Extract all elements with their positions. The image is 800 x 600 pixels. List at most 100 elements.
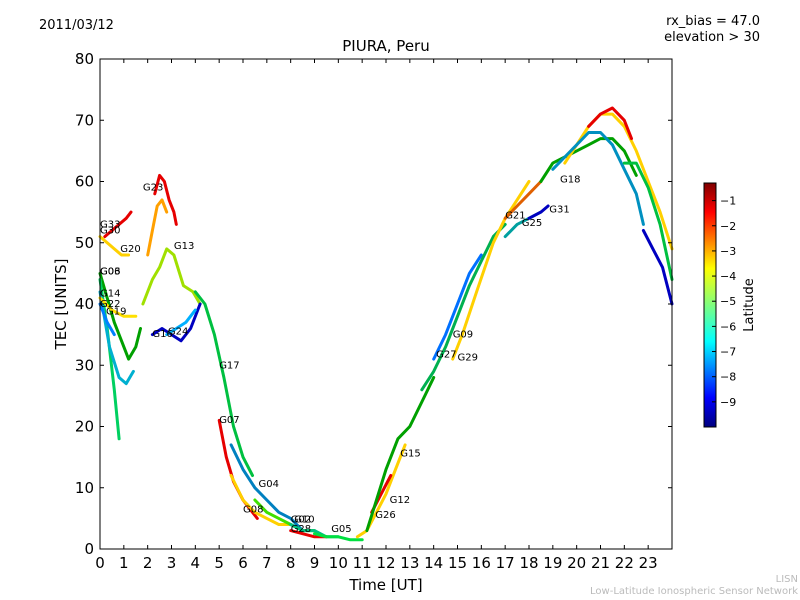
series-track-32 — [587, 106, 633, 141]
sat-label-g26: G26 — [375, 510, 395, 521]
series-g27 — [432, 253, 483, 361]
colorbar-tick-label: −7 — [720, 346, 736, 359]
series-g16 — [150, 302, 202, 343]
colorbar-tick-label: −6 — [720, 320, 736, 333]
sat-label-g03: G03 — [100, 267, 120, 278]
date-label: 2011/03/12 — [39, 18, 114, 33]
colorbar-tick-label: −2 — [720, 220, 736, 233]
x-tick-label: 23 — [639, 554, 658, 572]
x-tick-label: 21 — [591, 554, 610, 572]
series-g31 — [527, 204, 550, 220]
sat-label-g27: G27 — [436, 349, 456, 360]
x-tick-label: 0 — [95, 554, 105, 572]
y-tick-label: 40 — [75, 295, 94, 313]
series-g15 — [365, 376, 436, 533]
x-tick-label: 2 — [143, 554, 153, 572]
series-g29 — [451, 180, 531, 361]
colorbar-ticks: −1 −2 −3 −4 −5 −6 −7 −8 −9 — [712, 195, 736, 409]
colorbar-tick-label: −8 — [720, 371, 736, 384]
x-tick-label: 9 — [310, 554, 320, 572]
y-tick-label: 80 — [75, 50, 94, 68]
sat-label-g33: G33 — [100, 219, 120, 230]
x-tick-label: 5 — [214, 554, 224, 572]
x-tick-label: 4 — [191, 554, 201, 572]
sat-label-g19: G19 — [106, 306, 126, 317]
sat-label-g23: G23 — [143, 183, 163, 194]
x-tick-label: 1 — [119, 554, 129, 572]
series-g20 — [146, 198, 169, 257]
x-tick-label: 3 — [167, 554, 177, 572]
series-layer — [98, 106, 674, 542]
sat-label-g18: G18 — [560, 175, 580, 186]
series-g14 — [98, 290, 135, 386]
x-axis-label: Time [UT] — [348, 576, 422, 594]
elevation-text: elevation > 30 — [664, 30, 760, 45]
x-tick-label: 6 — [238, 554, 248, 572]
colorbar — [703, 182, 717, 428]
series-g04 — [229, 443, 305, 533]
sat-label-g08: G08 — [243, 504, 263, 515]
x-tick-label: 13 — [400, 554, 419, 572]
credit-line-1: LISN — [775, 574, 798, 585]
series-g18 — [539, 137, 638, 183]
y-tick-label: 10 — [75, 479, 94, 497]
sat-label-g28: G28 — [291, 524, 311, 535]
sat-label-g06: G06 — [100, 267, 120, 278]
series-track-31 — [551, 131, 645, 226]
x-tick-label: 7 — [262, 554, 272, 572]
x-tick-label: 15 — [448, 554, 467, 572]
series-g23 — [153, 173, 178, 226]
chart-title: PIURA, Peru — [342, 37, 430, 55]
series-g09 — [420, 222, 507, 392]
series-g26 — [355, 443, 407, 539]
series-g17 — [193, 290, 254, 477]
axis-layer: 0 1 2 3 4 5 6 7 8 9 10 11 12 13 14 15 16 17 18 19 20 21 22 2301… — [75, 50, 672, 572]
sat-label-g16: G16 — [152, 329, 172, 340]
series-g06 — [98, 271, 142, 361]
sat-label-g04: G04 — [259, 479, 279, 490]
x-tick-label: 16 — [472, 554, 491, 572]
sat-label-g21: G21 — [505, 210, 525, 221]
y-tick-label: 60 — [75, 173, 94, 191]
sat-label-g17: G17 — [219, 360, 239, 371]
x-tick-label: 8 — [286, 554, 296, 572]
sat-label-g31: G31 — [549, 205, 569, 216]
sat-label-g07: G07 — [219, 415, 239, 426]
x-tick-label: 12 — [376, 554, 395, 572]
series-g30 — [98, 235, 131, 257]
y-tick-label: 20 — [75, 418, 94, 436]
colorbar-tick-label: −4 — [720, 270, 736, 283]
x-tick-label: 20 — [567, 554, 586, 572]
series-g13 — [141, 247, 202, 306]
series-g05 — [313, 532, 364, 542]
x-tick-label: 14 — [424, 554, 443, 572]
sat-label-g02: G02 — [291, 515, 311, 526]
rx-bias-text: rx_bias = 47.0 — [666, 14, 760, 29]
sat-label-g13: G13 — [174, 241, 194, 252]
sat-label-g09: G09 — [453, 330, 473, 341]
x-tick-label: 10 — [329, 554, 348, 572]
series-track-34 — [622, 161, 674, 281]
sat-label-g24: G24 — [168, 327, 188, 338]
x-tick-label: 19 — [543, 554, 562, 572]
sat-label-g10: G10 — [294, 515, 314, 526]
sat-label-g25: G25 — [522, 218, 542, 229]
series-track-33 — [641, 229, 674, 306]
series-track-30 — [563, 112, 674, 251]
sat-label-g14: G14 — [100, 289, 120, 300]
series-g21 — [503, 180, 543, 220]
y-tick-label: 30 — [75, 356, 94, 374]
y-axis-label: TEC [UNITS] — [52, 259, 70, 351]
credit-label: LISN Low-Latitude Ionospheric Sensor Net… — [590, 574, 798, 598]
sat-label-g05: G05 — [331, 524, 351, 535]
colorbar-tick-label: −1 — [720, 195, 736, 208]
colorbar-label: Latitude — [742, 278, 757, 332]
sat-label-g22: G22 — [100, 299, 120, 310]
sat-label-g29: G29 — [458, 352, 478, 363]
sat-label-g30: G30 — [100, 226, 120, 237]
parameters-label: rx_bias = 47.0 elevation > 30 — [664, 14, 760, 46]
credit-line-2: Low-Latitude Ionospheric Sensor Network — [590, 586, 798, 597]
colorbar-tick-label: −3 — [720, 245, 736, 258]
